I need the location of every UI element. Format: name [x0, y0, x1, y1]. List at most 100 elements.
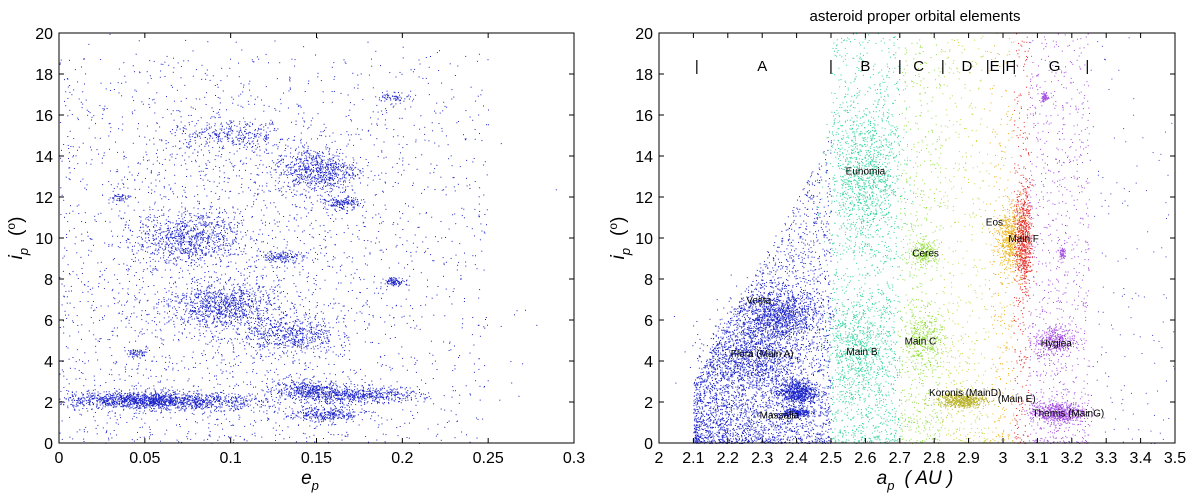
scatter-point	[119, 188, 121, 190]
scatter-point	[136, 405, 138, 407]
scatter-point	[218, 394, 220, 396]
scatter-point	[275, 429, 277, 431]
scatter-point	[191, 401, 193, 403]
scatter-point	[137, 128, 139, 130]
scatter-point	[279, 110, 281, 112]
scatter-point	[173, 323, 175, 325]
scatter-point	[338, 282, 339, 284]
scatter-point	[145, 389, 147, 391]
scatter-point	[254, 420, 255, 422]
scatter-point	[63, 332, 65, 334]
scatter-point	[94, 215, 96, 217]
scatter-point	[71, 391, 73, 393]
scatter-point	[478, 196, 480, 198]
scatter-point	[327, 260, 329, 262]
scatter-point	[120, 406, 122, 408]
scatter-point	[317, 194, 319, 196]
scatter-point	[327, 330, 329, 332]
scatter-point	[448, 350, 450, 351]
scatter-point	[310, 332, 312, 334]
scatter-point	[420, 305, 422, 307]
scatter-point	[91, 116, 93, 118]
scatter-point	[190, 240, 191, 242]
scatter-point	[129, 396, 131, 398]
scatter-point	[215, 257, 217, 259]
scatter-point	[463, 134, 464, 136]
scatter-point	[385, 119, 386, 121]
scatter-point	[380, 286, 382, 288]
scatter-point	[343, 252, 345, 254]
scatter-point	[163, 186, 165, 188]
scatter-point	[317, 138, 318, 140]
scatter-point	[402, 357, 404, 359]
scatter-point	[187, 399, 189, 400]
scatter-point	[372, 217, 374, 219]
scatter-point	[237, 408, 239, 410]
scatter-point	[131, 111, 133, 113]
scatter-point	[294, 386, 296, 388]
scatter-point	[97, 424, 99, 426]
scatter-point	[243, 248, 245, 250]
scatter-point	[243, 402, 245, 404]
scatter-point	[89, 402, 91, 404]
scatter-point	[194, 281, 196, 283]
scatter-point	[278, 213, 280, 215]
scatter-point	[113, 430, 115, 431]
scatter-point	[230, 222, 232, 223]
scatter-point	[333, 364, 335, 365]
scatter-point	[122, 311, 124, 312]
scatter-point	[446, 106, 448, 108]
scatter-point	[243, 402, 245, 404]
scatter-point	[454, 213, 456, 215]
scatter-point	[212, 75, 214, 77]
scatter-point	[134, 89, 136, 91]
scatter-point	[353, 144, 355, 146]
scatter-point	[218, 346, 220, 348]
scatter-point	[268, 294, 270, 295]
scatter-point	[347, 134, 349, 136]
scatter-point	[359, 311, 361, 313]
scatter-point	[72, 271, 74, 273]
scatter-point	[73, 406, 75, 408]
scatter-point	[361, 312, 363, 314]
scatter-point	[298, 179, 300, 181]
scatter-point	[238, 355, 240, 357]
scatter-point	[141, 403, 143, 404]
scatter-point	[204, 96, 206, 98]
scatter-point	[125, 399, 127, 401]
scatter-point	[205, 319, 207, 321]
scatter-point	[289, 77, 291, 79]
scatter-point	[412, 242, 414, 244]
scatter-point	[293, 354, 295, 356]
scatter-point	[230, 436, 232, 438]
scatter-point	[213, 181, 215, 183]
scatter-point	[138, 363, 140, 365]
scatter-point	[129, 389, 131, 391]
scatter-point	[242, 283, 244, 284]
scatter-point	[322, 394, 324, 396]
scatter-point	[443, 189, 445, 191]
scatter-point	[169, 282, 170, 284]
scatter-point	[127, 274, 129, 275]
scatter-point	[206, 74, 208, 76]
scatter-point	[250, 423, 251, 425]
scatter-point	[220, 265, 221, 267]
scatter-point	[162, 399, 164, 401]
scatter-point	[309, 436, 311, 438]
scatter-point	[383, 399, 385, 400]
scatter-point	[465, 138, 467, 140]
scatter-point	[258, 248, 259, 250]
scatter-point	[64, 247, 66, 249]
scatter-point	[189, 139, 191, 141]
scatter-point	[183, 402, 185, 404]
scatter-point	[335, 211, 337, 212]
scatter-point	[151, 170, 152, 172]
scatter-point	[275, 236, 277, 238]
scatter-point	[89, 112, 91, 114]
scatter-point	[257, 133, 259, 134]
scatter-point	[155, 376, 157, 377]
scatter-point	[332, 327, 334, 329]
scatter-point	[281, 395, 283, 397]
scatter-point	[158, 395, 160, 397]
scatter-point	[286, 226, 288, 227]
